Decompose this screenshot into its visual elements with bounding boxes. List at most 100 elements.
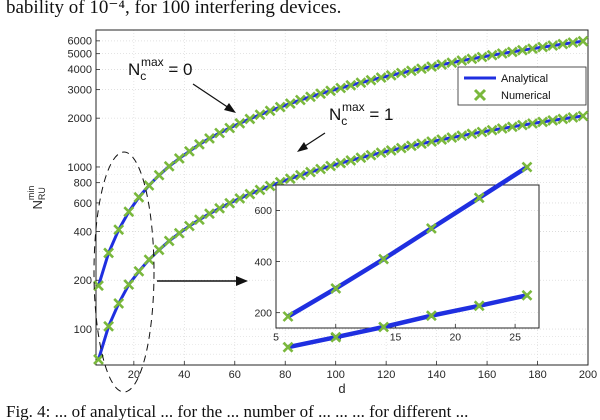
annotation-nc0-arrowhead: [224, 103, 236, 113]
y-axis-label: NRUmin: [26, 186, 47, 210]
main-series-1-point: [537, 41, 549, 53]
main-series-1-point: [173, 152, 185, 164]
y-axis-label-base: N: [30, 200, 45, 209]
main-series-1-point: [305, 91, 316, 103]
svg-text:Ncmax = 0: Ncmax = 0: [128, 55, 193, 83]
main-series-3-point: [133, 265, 145, 277]
svg-text:NRUmin: NRUmin: [26, 186, 47, 210]
inset-series-1-point: [473, 192, 485, 204]
main-series-3-point: [254, 184, 266, 196]
main-series-3-point: [516, 119, 528, 131]
main-series-3-point: [547, 114, 559, 126]
inset-series-1-point: [521, 161, 533, 173]
legend-swatch-numerical: [473, 88, 487, 102]
main-y-tick-label: 5000: [68, 49, 92, 61]
main-series-3-point: [183, 220, 195, 232]
main-y-tick-label: 2000: [68, 113, 92, 125]
inset-x-tick-label: 15: [390, 332, 402, 344]
main-series-3-point: [446, 132, 458, 144]
main-series-1-point: [436, 59, 448, 71]
main-x-tick-label: 40: [178, 369, 190, 381]
main-series-1-point: [355, 77, 367, 89]
svg-text:Ncmax = 1: Ncmax = 1: [329, 100, 394, 128]
main-series-3-point: [345, 154, 357, 166]
annotation-nc1-sub: c: [341, 114, 347, 128]
main-series-3-point: [496, 123, 508, 134]
main-x-tick-label: 200: [579, 369, 597, 381]
main-series-1-point: [274, 101, 286, 113]
annotation-nc1: Ncmax = 1: [297, 100, 394, 152]
main-series-3-point: [405, 140, 417, 152]
main-y-tick-label: 4000: [68, 64, 92, 76]
main-series-3-point: [456, 130, 468, 142]
main-series-1-point: [375, 72, 387, 84]
main-series-1-point: [163, 160, 175, 172]
caption-bottom: Fig. 4: ... of analytical ... for the ..…: [0, 402, 600, 420]
caption-top: bability of 10⁻⁴, for 100 interfering de…: [0, 0, 600, 24]
inset-x-tick-label: 20: [449, 332, 461, 344]
inset-series-1-point: [330, 282, 342, 294]
main-y-tick-label: 3000: [68, 84, 92, 96]
main-series-1-point: [395, 67, 407, 79]
main-x-tick-label: 60: [229, 369, 241, 381]
main-series-3-point: [103, 320, 115, 332]
main-series-3-point: [325, 160, 337, 172]
main-x-tick-label: 20: [128, 369, 140, 381]
legend-label-numerical: Numerical: [501, 90, 551, 102]
y-axis-label-sub: RU: [37, 187, 47, 200]
inset-background: [276, 185, 539, 328]
main-series-3-point: [264, 180, 276, 192]
inset-x-tick-label: 5: [273, 332, 279, 344]
main-series-1-point: [496, 48, 508, 59]
main-y-tick-label: 6000: [68, 36, 92, 48]
annotation-nc0-base: N: [128, 60, 140, 79]
main-series-3-point: [426, 136, 438, 148]
main-y-tick-label: 200: [74, 275, 92, 287]
main-series-3-point: [365, 149, 377, 161]
main-series-1-point: [466, 53, 478, 65]
inset-series-3-point: [282, 341, 294, 353]
main-series-3-point: [153, 244, 165, 256]
main-series-3-point: [204, 208, 215, 220]
legend-label-analytical: Analytical: [501, 73, 548, 85]
main-series-1-point: [456, 55, 468, 67]
main-series-3-point: [506, 121, 518, 133]
main-ticks: 20 40 60 80 100 120 140 160 180 200 100 200 400 600 80…: [68, 36, 598, 381]
main-series-3-point: [557, 113, 569, 125]
main-y-tick-label: 800: [74, 178, 92, 190]
main-x-tick-label: 140: [427, 369, 445, 381]
main-series-1-point: [224, 122, 236, 134]
main-series-1-point: [446, 57, 458, 69]
main-plot-frame: [95, 29, 589, 366]
main-series-3-point: [395, 142, 407, 154]
main-y-tick-label: 100: [74, 324, 92, 336]
main-series-1-point: [254, 109, 266, 121]
main-series-1-point: [385, 69, 397, 81]
main-series-3-point: [193, 214, 205, 226]
main-series-3-point: [567, 111, 579, 123]
main-series-1-point: [527, 43, 538, 55]
main-series-1-point: [335, 82, 347, 94]
main-series-1-point: [244, 113, 256, 125]
main-series-3-point: [527, 118, 538, 129]
main-series-1-point: [547, 40, 559, 52]
main-series-1-point: [567, 37, 579, 49]
main-series: [93, 35, 589, 365]
inset-series-3-point: [521, 289, 533, 301]
main-series-3-point: [244, 188, 256, 200]
inset-x-tick-label: 25: [509, 332, 521, 344]
inset-series-3-point: [473, 300, 485, 312]
main-series-1-point: [315, 88, 327, 100]
main-series-1-point: [294, 94, 306, 106]
main-series-1-point: [416, 63, 427, 75]
inset-y-tick-label: 600: [254, 205, 272, 217]
annotation-nc0: Ncmax = 0: [128, 55, 236, 113]
main-series-3-point: [113, 297, 125, 309]
main-series-1-point: [426, 61, 438, 73]
annotation-nc1-sup: max: [342, 100, 365, 114]
main-series-1-point: [214, 127, 226, 139]
main-x-tick-label: 100: [327, 369, 345, 381]
main-series-3-point: [577, 110, 589, 122]
main-series-3-point: [355, 152, 367, 164]
